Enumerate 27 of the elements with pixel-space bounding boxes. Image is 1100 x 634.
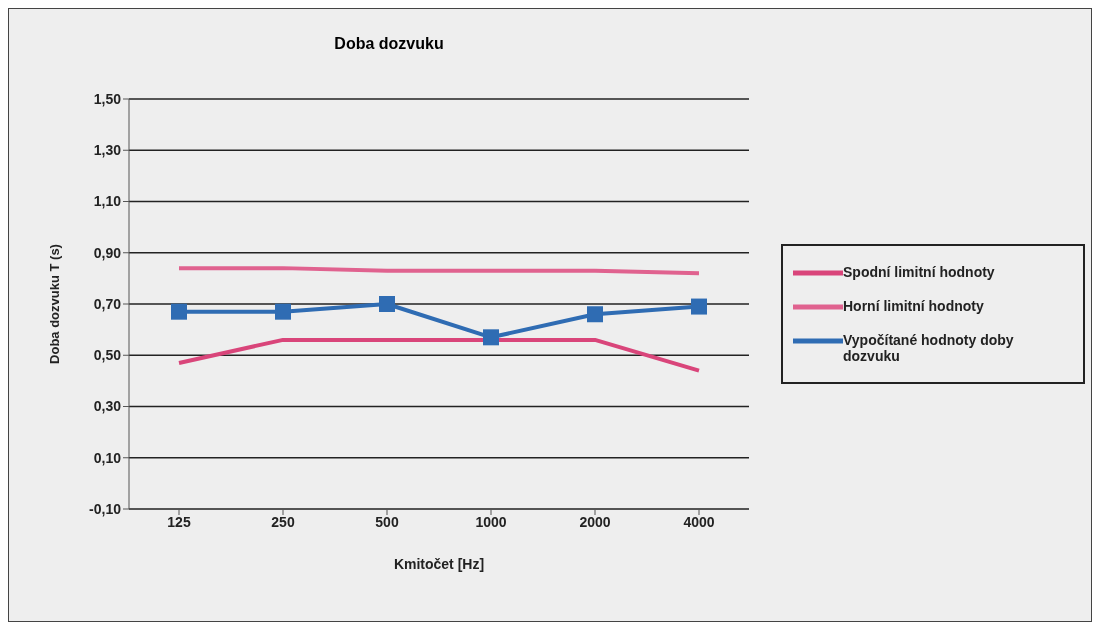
y-tick-label: 0,10 (93, 449, 122, 466)
x-tick-label: 1000 (475, 513, 507, 530)
legend-label: Vypočítané hodnoty doby dozvuku (843, 332, 1015, 364)
x-tick-label: 500 (375, 513, 399, 530)
x-axis-title: Kmitočet [Hz] (393, 556, 485, 572)
y-axis-title: Doba dozvuku T (s) (46, 244, 62, 364)
legend-label: Horní limitní hodnoty (843, 298, 984, 314)
x-tick-label: 125 (167, 513, 191, 530)
x-tick-label: 2000 (579, 513, 611, 530)
point (379, 296, 395, 312)
chart-title: Doba dozvuku (333, 35, 445, 53)
y-tick-label: 0,50 (93, 347, 122, 364)
y-tick-label: 0,70 (93, 295, 122, 312)
point (691, 298, 707, 315)
y-tick-label: 0,90 (93, 244, 122, 261)
x-tick-label: 250 (271, 513, 295, 530)
y-tick-label: 1,50 (93, 90, 122, 107)
y-tick-label: 1,10 (93, 193, 122, 210)
y-tick-label: -0,10 (89, 500, 122, 517)
y-tick-label: 1,30 (93, 142, 122, 159)
point (587, 306, 603, 323)
x-tick-label: 4000 (683, 513, 715, 530)
y-tick-label: 0,30 (93, 398, 122, 415)
point (483, 329, 499, 346)
point (275, 303, 291, 320)
point (171, 303, 187, 320)
legend-label: Spodní limitní hodnoty (843, 264, 995, 280)
